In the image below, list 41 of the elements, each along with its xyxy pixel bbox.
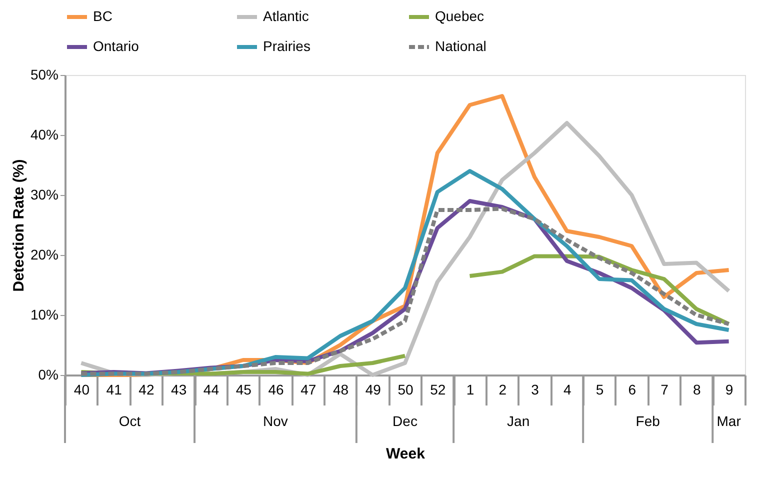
x-tick-label: 9 xyxy=(725,382,734,398)
x-tick-label: 2 xyxy=(498,382,507,398)
y-tick-label: 30% xyxy=(30,186,58,202)
text: Jan xyxy=(507,413,530,429)
legend-label: Prairies xyxy=(263,38,310,54)
legend-label: Ontario xyxy=(93,38,140,54)
y-axis-title: Detection Rate (%) xyxy=(10,159,28,292)
x-tick-label: 5 xyxy=(596,382,604,398)
legend-label: Quebec xyxy=(435,8,484,24)
legend-label: BC xyxy=(93,8,112,24)
x-tick-label: 40 xyxy=(74,382,90,398)
x-tick-label: 44 xyxy=(203,382,220,398)
y-tick-label: 10% xyxy=(30,306,58,322)
text: Dec xyxy=(392,413,418,429)
x-tick-label: 43 xyxy=(171,382,187,398)
x-tick-label: 7 xyxy=(660,382,669,398)
x-tick-label: 3 xyxy=(531,382,540,398)
x-tick-label: 4 xyxy=(564,382,572,398)
text: Nov xyxy=(263,413,288,429)
text: Feb xyxy=(636,413,660,429)
x-tick-label: 42 xyxy=(138,382,154,398)
x-tick-label: 49 xyxy=(365,382,382,398)
x-tick-label: 47 xyxy=(300,382,316,398)
x-tick-label: 41 xyxy=(106,382,122,398)
y-tick-label: 0% xyxy=(38,366,58,382)
y-tick-label: 50% xyxy=(30,66,58,82)
legend-label: Atlantic xyxy=(263,8,309,24)
x-tick-label: 6 xyxy=(628,382,636,398)
y-tick-label: 20% xyxy=(30,246,58,262)
x-tick-label: 50 xyxy=(398,382,414,398)
x-tick-label: 48 xyxy=(332,382,349,398)
x-tick-label: 1 xyxy=(466,382,474,398)
x-axis-title: Week xyxy=(386,446,426,462)
y-tick-label: 40% xyxy=(30,126,58,142)
x-tick-label: 45 xyxy=(236,382,252,398)
x-tick-label: 46 xyxy=(268,382,284,398)
text: Mar xyxy=(716,413,742,429)
legend-label: National xyxy=(435,38,486,54)
x-tick-label: 8 xyxy=(693,382,702,398)
text: Oct xyxy=(118,413,141,429)
x-tick-label: 52 xyxy=(430,382,446,398)
